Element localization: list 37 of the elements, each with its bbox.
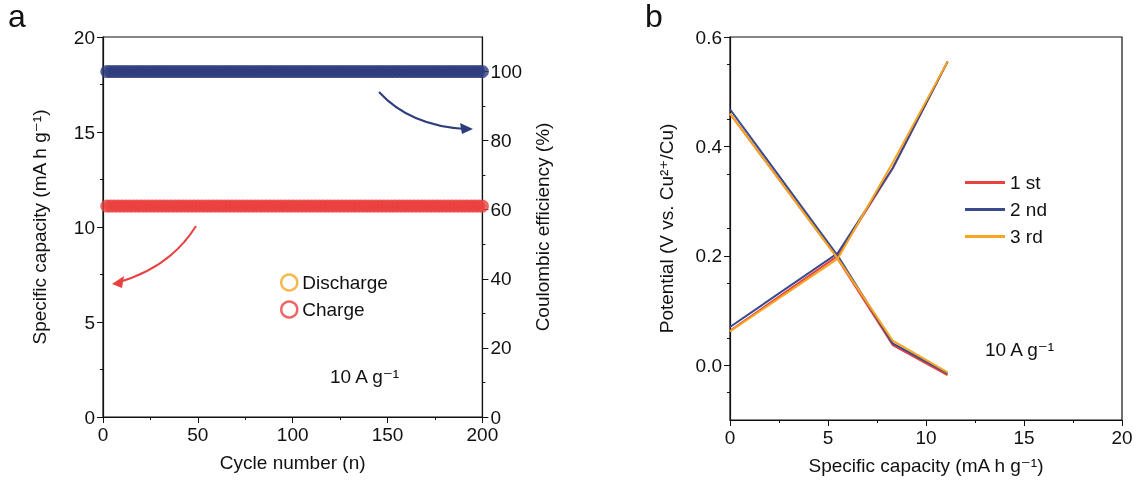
y-tick-label: 10 bbox=[73, 216, 95, 238]
legend-label: Discharge bbox=[302, 272, 388, 293]
legend-label: 3 rd bbox=[1010, 226, 1043, 247]
x-tick-label: 15 bbox=[1013, 427, 1035, 448]
y-tick-label: 15 bbox=[73, 121, 95, 143]
x-tick-label: 150 bbox=[371, 424, 404, 445]
legend-label: 1 st bbox=[1010, 172, 1042, 193]
x-tick-label: 0 bbox=[97, 424, 109, 445]
y-tick-label: 0.0 bbox=[695, 354, 722, 376]
y2-tick-label: 80 bbox=[490, 130, 512, 152]
y2-tick-label: 40 bbox=[490, 268, 512, 290]
y2-tick-label: 60 bbox=[490, 199, 512, 221]
y2-tick-label: 20 bbox=[490, 337, 512, 359]
x-tick-label: 0 bbox=[724, 427, 736, 448]
y-tick-label: 20 bbox=[73, 26, 95, 48]
x-axis-title: Specific capacity (mA h g⁻¹) bbox=[808, 455, 1044, 476]
y-tick-label: 0.4 bbox=[695, 135, 723, 157]
x-tick-label: 100 bbox=[276, 424, 309, 445]
y-axis-title: Potential (V vs. Cu²⁺/Cu) bbox=[656, 123, 677, 334]
y-tick-label: 5 bbox=[84, 311, 95, 333]
y-axis-title: Specific capacity (mA h g⁻¹) bbox=[29, 109, 50, 345]
x-axis-title: Cycle number (n) bbox=[219, 452, 366, 473]
annotation: 10 A g⁻¹ bbox=[330, 366, 400, 387]
x-tick-label: 50 bbox=[187, 424, 209, 445]
chart-title: a bbox=[8, 0, 26, 34]
chart-title: b bbox=[645, 0, 663, 34]
legend-label: Charge bbox=[302, 299, 365, 320]
y-tick-label: 0 bbox=[84, 406, 95, 428]
annotation: 10 A g⁻¹ bbox=[985, 339, 1055, 360]
y2-tick-label: 100 bbox=[490, 61, 523, 83]
legend-label: 2 nd bbox=[1010, 199, 1047, 220]
x-tick-label: 5 bbox=[822, 427, 834, 448]
x-tick-label: 10 bbox=[915, 427, 937, 448]
y-tick-label: 0.6 bbox=[695, 26, 722, 48]
x-tick-label: 20 bbox=[1111, 427, 1133, 448]
y2-axis-title: Coulombic efficiency (%) bbox=[532, 122, 553, 332]
y-tick-label: 0.2 bbox=[695, 245, 722, 267]
